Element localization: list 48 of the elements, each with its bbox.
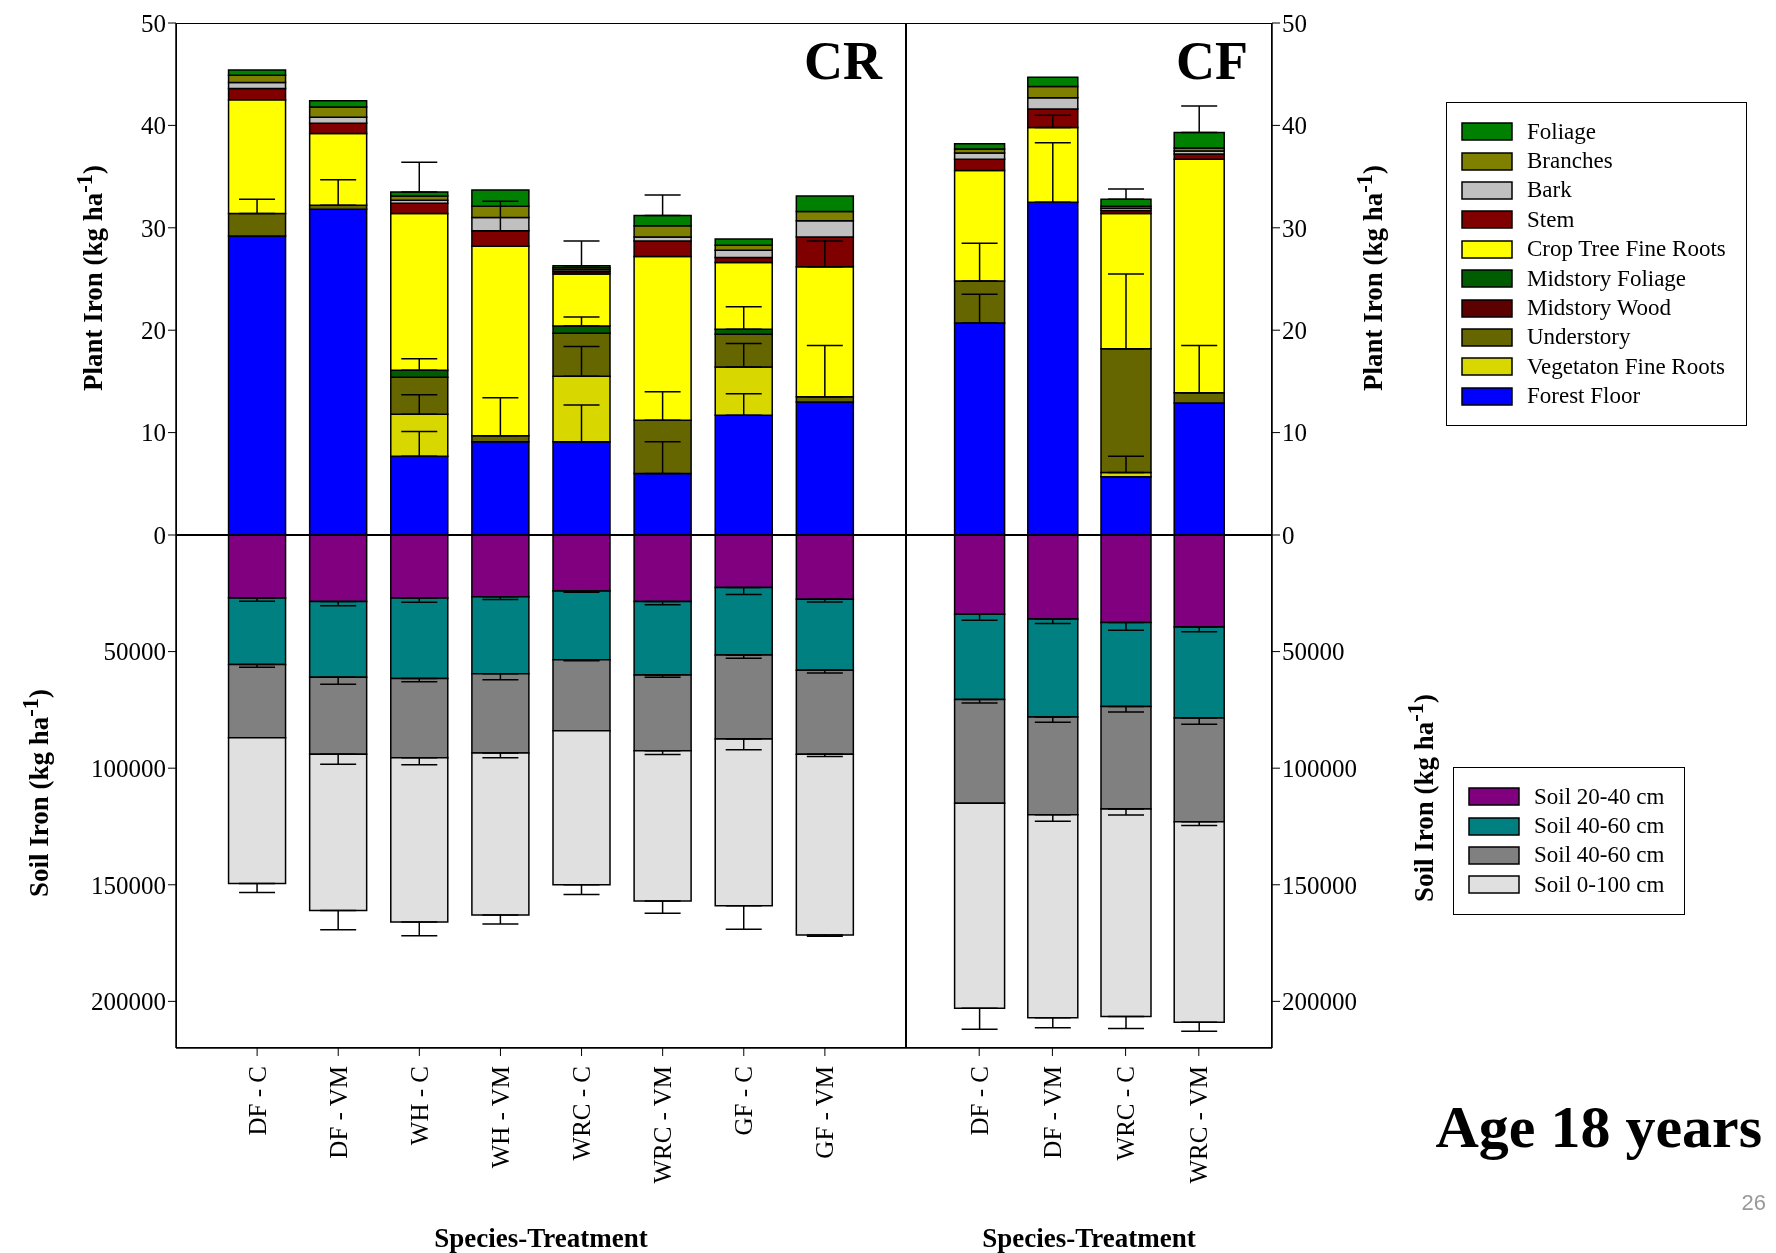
x-tick-label: GF - VM [811, 1066, 839, 1159]
y-tick-label: 100000 [91, 755, 166, 783]
x-tick-label: WRC - C [1112, 1066, 1140, 1161]
x-tick-label: WRC - VM [1185, 1066, 1213, 1184]
y-tick-label: 10 [141, 419, 166, 447]
x-tick-label: WRC - VM [649, 1066, 677, 1184]
text: 26 [1741, 1190, 1766, 1216]
y-tick-label: 200000 [91, 988, 166, 1016]
y-tick-label: 50 [141, 9, 166, 37]
x-tick-label: DF - VM [324, 1066, 352, 1159]
text: Age 18 years [1435, 1093, 1762, 1162]
legend-label: Bark [1527, 177, 1572, 204]
x-axis-title: Species-Treatment [982, 1223, 1196, 1253]
x-tick-label: WRC - C [568, 1066, 596, 1161]
legend-label: Midstory Wood [1527, 295, 1672, 322]
legend-label: Soil 20-40 cm [1534, 783, 1665, 810]
legend-label: Foliage [1527, 118, 1596, 145]
y-tick-label: 40 [141, 112, 166, 140]
y-tick-label: 50000 [103, 638, 166, 666]
legend-label: Crop Tree Fine Roots [1527, 236, 1726, 263]
y-tick-label: 30 [141, 214, 166, 242]
x-axis-title: Species-Treatment [434, 1223, 648, 1253]
x-tick-label: DF - VM [1038, 1066, 1066, 1159]
legend-label: Soil 40-60 cm [1534, 842, 1665, 869]
x-tick-label: GF - C [730, 1066, 758, 1136]
x-tick-label: DF - C [243, 1066, 271, 1136]
legend-label: Soil 0-100 cm [1534, 871, 1665, 898]
y-tick-label: 20 [141, 317, 166, 345]
legend-label: Branches [1527, 148, 1613, 175]
y-tick-label: 0 [1282, 521, 1295, 549]
legend-label: Midstory Foliage [1527, 265, 1687, 292]
legend-label: Forest Floor [1527, 383, 1641, 410]
x-tick-label: DF - C [965, 1066, 993, 1136]
y-tick-label: 20 [1282, 317, 1307, 345]
y-tick-label: 40 [1282, 112, 1307, 140]
legend-label: Stem [1527, 206, 1575, 233]
y-tick-label: 10 [1282, 419, 1307, 447]
y-tick-label: 30 [1282, 214, 1307, 242]
legend-label: Soil 40-60 cm [1534, 813, 1665, 840]
x-tick-label: WH - VM [486, 1066, 514, 1169]
legend-label: Understory [1527, 324, 1631, 351]
chart-title: CR [804, 30, 882, 92]
y-tick-label: 0 [153, 521, 166, 549]
chart-title: CF [1176, 30, 1248, 92]
y-tick-label: 150000 [91, 871, 166, 899]
legend-label: Vegetaton Fine Roots [1527, 353, 1726, 380]
y-tick-label: 50 [1282, 9, 1307, 37]
x-tick-label: WH - C [405, 1066, 433, 1146]
